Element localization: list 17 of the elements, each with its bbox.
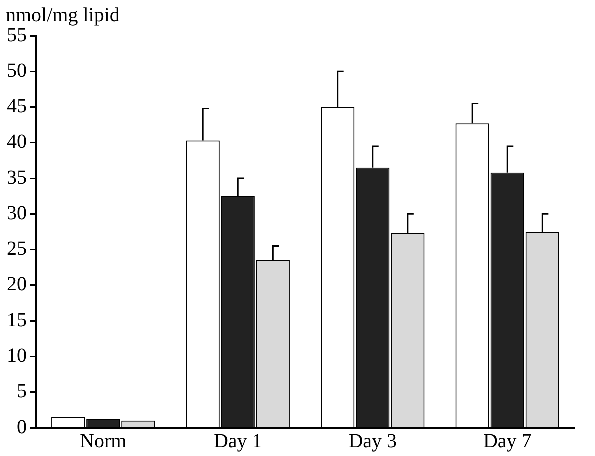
y-tick-label: 55 bbox=[7, 24, 27, 46]
x-tick-label: Day 1 bbox=[214, 430, 262, 452]
x-tick-label: Norm bbox=[80, 430, 128, 452]
x-tick-label: Day 3 bbox=[348, 430, 398, 452]
y-tick-label: 5 bbox=[17, 380, 27, 403]
y-tick-label: 20 bbox=[7, 274, 27, 296]
y-tick-label: 40 bbox=[7, 131, 27, 154]
y-tick-label: 30 bbox=[7, 202, 27, 224]
y-tick-label: 35 bbox=[7, 166, 27, 189]
y-tick-label: 15 bbox=[7, 309, 27, 332]
y-tick-label: 0 bbox=[17, 416, 27, 438]
y-tick-label: 50 bbox=[7, 60, 27, 82]
y-tick-label: 10 bbox=[7, 344, 27, 367]
y-tick-label: 45 bbox=[7, 96, 27, 118]
y-axis-title: nmol/mg lipid bbox=[6, 4, 120, 26]
x-tick-label: Day 7 bbox=[483, 430, 532, 452]
y-tick-label: 25 bbox=[7, 238, 27, 260]
